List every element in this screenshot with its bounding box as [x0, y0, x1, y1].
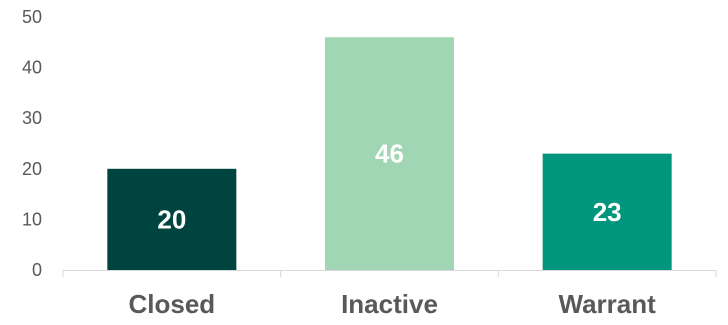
x-axis-tick-marks — [62, 270, 717, 277]
data-label-closed: 20 — [157, 204, 186, 234]
y-tick-label: 30 — [22, 108, 42, 128]
y-axis-ticks: 0 10 20 30 40 50 — [22, 7, 42, 280]
category-label-inactive: Inactive — [341, 289, 438, 319]
y-tick-label: 0 — [32, 260, 42, 280]
category-label-closed: Closed — [128, 289, 215, 319]
category-labels: Closed Inactive Warrant — [128, 289, 656, 319]
bar-inactive — [325, 37, 454, 270]
y-tick-label: 40 — [22, 58, 42, 78]
y-tick-label: 50 — [22, 7, 42, 27]
y-tick-label: 20 — [22, 159, 42, 179]
bar-warrant — [542, 153, 672, 270]
category-label-warrant: Warrant — [559, 289, 657, 319]
data-label-warrant: 23 — [593, 197, 622, 227]
data-label-inactive: 46 — [375, 139, 404, 169]
bars: 20 46 23 — [107, 37, 672, 270]
y-tick-label: 10 — [22, 209, 42, 229]
bar-closed — [107, 168, 237, 270]
